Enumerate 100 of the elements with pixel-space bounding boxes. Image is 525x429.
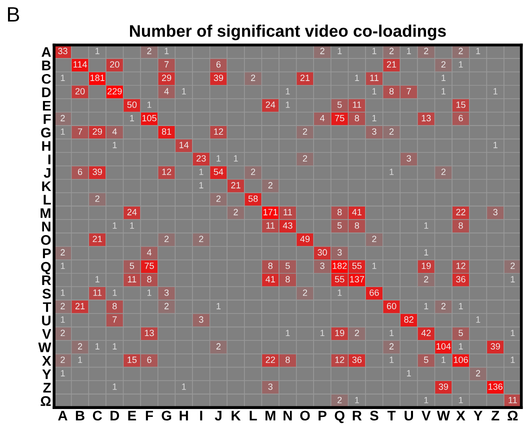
data-label: 1 [182,384,186,390]
data-label: 2 [424,276,428,282]
data-label: 2 [95,195,100,202]
y-tick-label: Y [42,369,52,380]
x-tick-label: F [146,410,153,420]
data-label: 11 [284,208,292,216]
data-label: 1 [199,182,204,188]
data-label: 1 [112,142,117,148]
data-label: 55 [334,276,344,282]
data-label: 8 [338,208,342,216]
data-label: 2 [164,302,169,310]
data-label: 3 [372,128,376,135]
data-label: 41 [266,276,275,282]
data-label: 39 [214,74,224,82]
data-label: 3 [406,155,411,162]
data-label: 2 [78,343,82,350]
data-label: 1 [147,102,152,108]
data-label: 19 [422,262,431,269]
data-label: 12 [162,168,172,175]
y-tick-label: G [41,128,50,138]
data-label: 22 [456,208,466,216]
chart-title: Number of significant video co-loadings [130,24,446,40]
data-label: 2 [302,128,308,135]
data-label: 104 [436,343,451,350]
data-label: 1 [60,316,65,323]
data-label: 1 [96,48,100,54]
data-label: 1 [60,370,65,376]
data-label: 1 [390,168,394,175]
x-tick-label: Y [474,410,482,420]
x-tick-label: Q [334,410,344,424]
data-label: 8 [268,262,273,269]
data-label: 12 [214,128,224,135]
data-label: 1 [458,302,463,310]
data-label: 2 [302,155,308,162]
data-label: 2 [338,396,342,404]
data-label: 1 [60,74,65,81]
data-label: 75 [335,115,344,122]
data-label: 11 [93,290,102,296]
data-label: 1 [424,222,428,229]
data-label: 8 [389,88,394,94]
y-tick-label: T [42,302,52,312]
data-label: 1 [494,142,498,148]
data-label: 55 [352,262,362,269]
y-tick-label: Ω [40,396,51,406]
y-tick-label: R [42,275,52,286]
data-label: 2 [389,48,394,54]
data-label: 181 [90,74,104,82]
data-label: 2 [164,236,169,242]
data-label: 15 [456,102,466,108]
data-label: 1 [424,249,428,256]
data-label: 1 [442,88,446,94]
y-tick-label: O [41,235,51,245]
data-label: 2 [60,249,65,256]
data-label: 23 [196,155,206,162]
data-label: 12 [335,356,344,363]
data-label: 13 [144,330,154,336]
x-tick-label: M [266,410,276,420]
data-label: 4 [146,249,152,256]
x-tick-label: G [162,410,172,421]
data-label: 8 [286,356,290,363]
data-label: 6 [78,168,82,176]
data-label: 1 [130,115,134,122]
y-tick-label: V [42,329,52,339]
data-label: 2 [424,48,428,54]
data-label: 33 [58,48,68,54]
data-label: 1 [286,330,290,336]
data-label: 1 [338,290,342,296]
data-label: 1 [442,356,446,363]
data-label: 1 [216,155,221,162]
data-label: 21 [386,61,396,68]
data-label: 5 [424,356,428,363]
data-label: 2 [354,330,359,336]
data-label: 182 [332,262,347,269]
x-tick-label: I [200,410,202,420]
data-label: 1 [60,290,65,296]
data-label: 24 [127,208,137,216]
data-label: 1 [510,356,515,363]
y-tick-label: H [42,141,50,151]
data-label: 1 [372,48,376,54]
data-label: 1 [407,48,411,54]
data-label: 1 [96,276,100,282]
data-label: 1 [424,396,428,404]
data-label: 7 [112,316,117,323]
data-label: 2 [389,343,394,350]
y-tick-label: A [42,47,51,57]
data-label: 60 [386,302,396,310]
data-label: 11 [508,396,517,404]
x-tick-label: K [232,410,241,420]
data-label: 1 [164,48,169,54]
data-label: 114 [74,61,87,68]
data-label: 66 [370,289,379,296]
data-label: 21 [92,236,102,242]
data-label: 106 [454,356,468,363]
data-label: 2 [441,168,446,175]
data-label: 42 [421,330,431,336]
data-label: 1 [320,330,324,336]
data-label: 54 [214,168,224,176]
data-label: 1 [286,88,290,94]
data-label: 13 [422,114,431,122]
data-label: 1 [338,48,342,54]
